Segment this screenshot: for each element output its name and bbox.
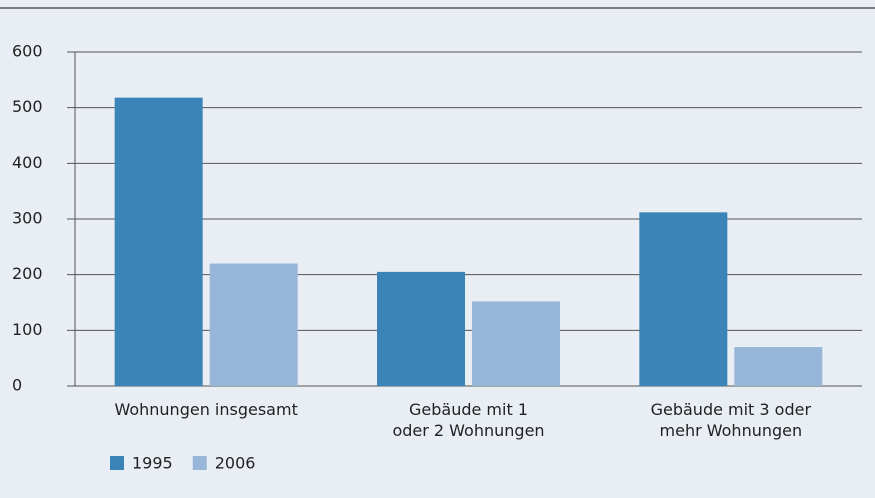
legend-swatch — [110, 456, 124, 470]
x-tick-label: Wohnungen insgesamt — [114, 400, 298, 419]
y-tick-label: 300 — [12, 209, 43, 228]
bar — [114, 97, 203, 386]
y-tick-label: 600 — [12, 42, 43, 61]
y-tick-label: 200 — [12, 264, 43, 283]
x-tick-label: Gebäude mit 1 oder 2 Wohnungen — [392, 400, 545, 440]
bar — [377, 271, 465, 386]
y-tick-label: 500 — [12, 97, 43, 116]
y-tick-label: 100 — [12, 320, 43, 339]
bar — [472, 301, 560, 386]
bar — [734, 347, 823, 386]
x-tick-label: Gebäude mit 3 oder mehr Wohnungen — [650, 400, 812, 440]
legend-swatch — [192, 456, 207, 470]
y-tick-label: 400 — [12, 153, 43, 172]
legend-label: 2006 — [215, 454, 256, 473]
bar — [639, 212, 728, 386]
legend-label: 1995 — [132, 454, 173, 473]
bar — [209, 263, 298, 386]
y-tick-label: 0 — [12, 376, 22, 395]
